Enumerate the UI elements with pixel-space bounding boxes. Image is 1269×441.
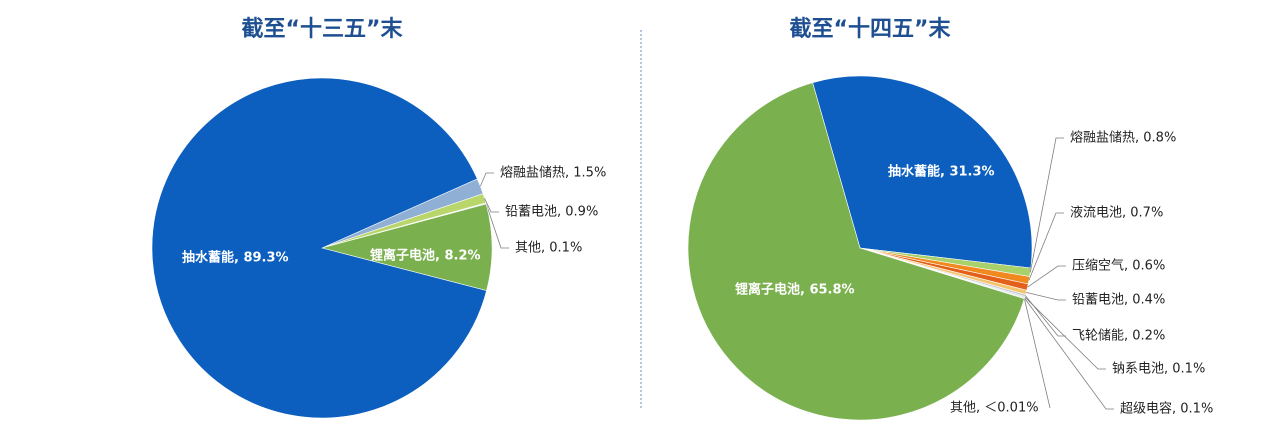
leader-line [1029, 137, 1064, 273]
slice-label: 熔融盐储热, 1.5% [500, 166, 606, 181]
slice-label: 铅蓄电池, 0.4% [1072, 293, 1165, 308]
slice-label: 抽水蓄能, 31.3% [888, 164, 995, 180]
slice-label: 超级电容, 0.1% [1120, 401, 1213, 417]
leader-line [1024, 295, 1066, 337]
leader-line [1026, 291, 1066, 301]
leader-line [485, 203, 509, 249]
slice-label: 其他, 0.1% [515, 241, 582, 256]
slice-label: 熔融盐储热, 0.8% [1070, 131, 1176, 146]
slice-label: 飞轮储能, 0.2% [1072, 329, 1165, 344]
pie-slice [687, 82, 1025, 421]
leader-line [1024, 296, 1106, 370]
slice-label: 抽水蓄能, 89.3% [182, 250, 289, 266]
slice-label: 液流电池, 0.7% [1070, 206, 1163, 221]
leader-line [480, 172, 494, 187]
leader-line [1028, 212, 1064, 281]
pie-slice [812, 75, 1033, 269]
slice-label: 锂离子电池, 65.8% [735, 282, 855, 298]
leader-line [1023, 298, 1051, 409]
pie-slice [151, 77, 487, 419]
slice-label: 其他, ＜0.01% [950, 401, 1039, 416]
slice-label: 锂离子电池, 8.2% [370, 248, 481, 264]
chart-title: 截至“十三五”末 [242, 17, 404, 42]
pie-slice [320, 203, 493, 291]
leader-line [1027, 265, 1066, 288]
slice-label: 压缩空气, 0.6% [1072, 258, 1165, 274]
slice-label: 钠系电池, 0.1% [1112, 362, 1205, 377]
chart-title: 截至“十四五”末 [790, 17, 952, 42]
leader-line [484, 198, 499, 213]
slice-label: 铅蓄电池, 0.9% [505, 205, 598, 220]
leader-line [1024, 297, 1114, 410]
